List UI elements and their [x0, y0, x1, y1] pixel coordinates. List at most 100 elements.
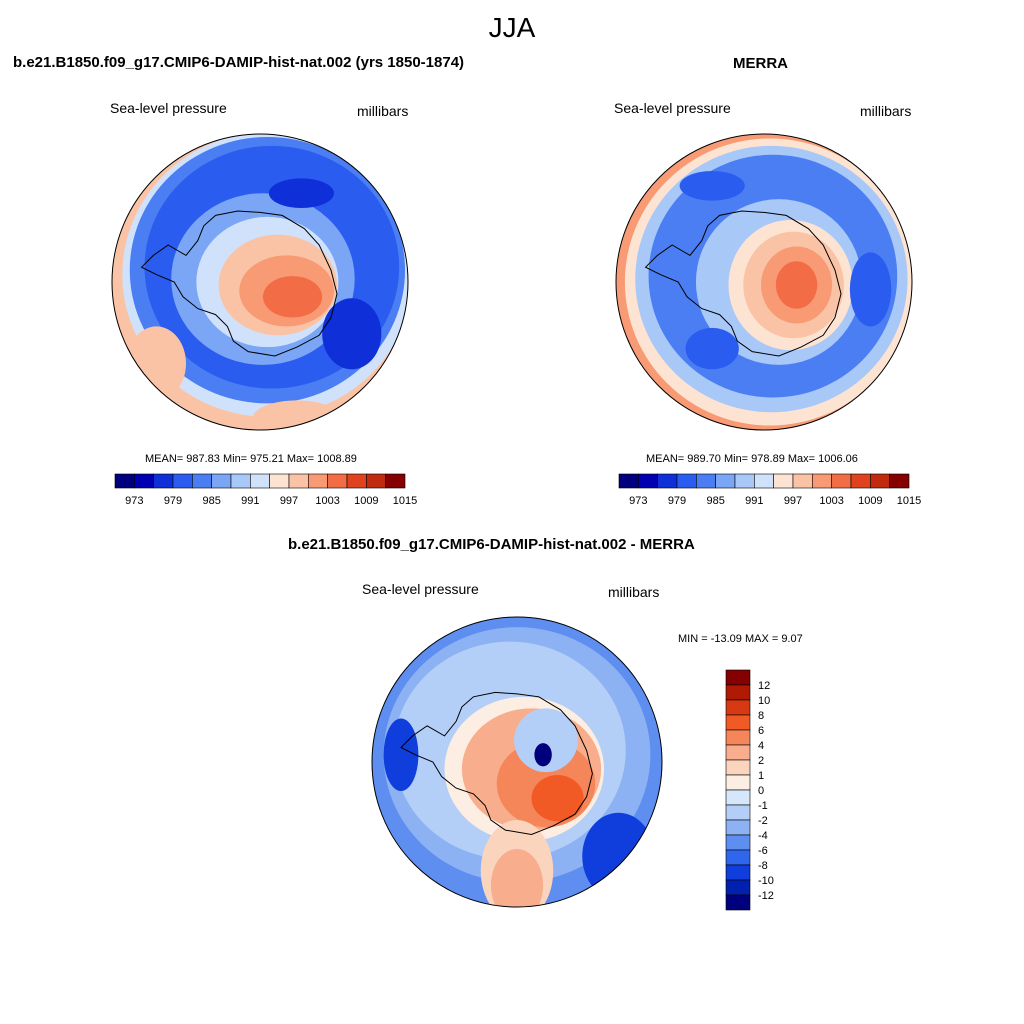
colorbar-tick-label: 997 — [784, 495, 802, 507]
panel3-title: b.e21.B1850.f09_g17.CMIP6-DAMIP-hist-nat… — [288, 536, 695, 553]
page-title: JJA — [488, 12, 536, 43]
colorbar-swatch — [366, 473, 386, 489]
colorbar-tick-label: 4 — [758, 740, 764, 752]
colorbar-tick-label: 1009 — [354, 495, 378, 507]
contour-spot-1-1 — [268, 178, 334, 208]
colorbar-swatch — [889, 473, 910, 489]
colorbar-tick-label: -6 — [758, 845, 768, 857]
colorbar-swatch — [657, 473, 678, 489]
contour-spot-3-1 — [490, 849, 544, 907]
colorbar-tick-label: 1003 — [315, 495, 339, 507]
colorbar-tick-label: 997 — [280, 495, 298, 507]
colorbar-swatch — [850, 473, 871, 489]
colorbar-tick-label: 979 — [668, 495, 686, 507]
colorbar-swatch — [211, 473, 232, 489]
panel1-variable-label: Sea-level pressure — [110, 100, 227, 116]
colorbar-swatch — [153, 473, 174, 489]
contour-fill-2-8 — [775, 261, 818, 309]
colorbar-tick-label: 10 — [758, 695, 770, 707]
contour-spot-3-3 — [534, 743, 552, 767]
colorbar-swatch — [327, 473, 348, 489]
colorbar-swatch — [114, 473, 135, 489]
panel3-stats: MIN = -13.09 MAX = 9.07 — [678, 633, 803, 645]
colorbar-tick-label: 991 — [241, 495, 259, 507]
colorbar-tick-label: 991 — [745, 495, 763, 507]
contour-spot-2-1 — [685, 327, 739, 370]
colorbar-swatch — [870, 473, 890, 489]
colorbar-tick-label: -12 — [758, 890, 774, 902]
colorbar-swatch — [725, 819, 751, 836]
map-panel-3 — [371, 616, 663, 908]
colorbar-swatch — [725, 789, 751, 806]
colorbar-tick-label: 2 — [758, 755, 764, 767]
panel3-units-label: millibars — [608, 584, 660, 600]
panel2-units-label: millibars — [860, 103, 912, 119]
colorbar-tick-label: 1015 — [393, 495, 417, 507]
colorbar-swatch — [812, 473, 832, 489]
colorbar-swatch — [134, 473, 154, 489]
panel3-variable-label: Sea-level pressure — [362, 581, 479, 597]
colorbar-swatch — [831, 473, 852, 489]
colorbar-swatch — [346, 473, 367, 489]
colorbar-swatch — [269, 473, 290, 489]
colorbar-tick-label: -2 — [758, 815, 768, 827]
contour-spot-1-3 — [126, 326, 186, 401]
colorbar-tick-label: 985 — [706, 495, 724, 507]
colorbar-tick-label: 985 — [202, 495, 220, 507]
contour-spot-3-2 — [514, 708, 578, 773]
colorbar-2: 973 979 985 991 997 1003 1009 1015 — [618, 473, 921, 507]
contour-spot-2-2 — [679, 171, 745, 201]
colorbar-swatch — [725, 714, 751, 731]
panel1-title: b.e21.B1850.f09_g17.CMIP6-DAMIP-hist-nat… — [13, 54, 465, 71]
map-panel-2 — [615, 133, 913, 431]
colorbar-swatch — [676, 473, 697, 489]
colorbar-tick-label: 1009 — [858, 495, 882, 507]
colorbar-swatch — [172, 473, 193, 489]
colorbar-swatch — [725, 684, 751, 701]
colorbar-swatch — [385, 473, 406, 489]
colorbar-tick-label: -1 — [758, 800, 768, 812]
colorbar-swatch — [725, 804, 751, 821]
panel1-units-label: millibars — [357, 103, 409, 119]
panel2-stats: MEAN= 989.70 Min= 978.89 Max= 1006.06 — [646, 453, 858, 465]
colorbar-swatch — [725, 864, 751, 881]
contour-spot-1-2 — [252, 400, 342, 430]
panel1-stats: MEAN= 987.83 Min= 975.21 Max= 1008.89 — [145, 453, 357, 465]
colorbar-swatch — [725, 849, 751, 866]
colorbar-swatch — [288, 473, 309, 489]
colorbar-tick-label: 979 — [164, 495, 182, 507]
colorbar-1: 973 979 985 991 997 1003 1009 1015 — [114, 473, 417, 507]
map-boundary-2 — [615, 133, 913, 431]
antarctica-coastline-3 — [400, 691, 593, 836]
colorbar-tick-label: 6 — [758, 725, 764, 737]
colorbar-swatch — [754, 473, 774, 489]
colorbar-tick-label: -4 — [758, 830, 768, 842]
contour-fill-1-8 — [262, 276, 323, 318]
colorbar-tick-label: 973 — [125, 495, 143, 507]
contour-spot-3-4 — [582, 812, 655, 900]
colorbar-swatch — [715, 473, 736, 489]
colorbar-tick-label: 1003 — [819, 495, 843, 507]
colorbar-swatch — [725, 834, 751, 851]
colorbar-tick-label: -10 — [758, 875, 774, 887]
colorbar-tick-label: 8 — [758, 710, 764, 722]
colorbar-swatch — [725, 669, 751, 686]
colorbar-tick-label: -8 — [758, 860, 768, 872]
colorbar-swatch — [230, 473, 251, 489]
map-panel-1 — [111, 133, 409, 431]
colorbar-swatch — [192, 473, 212, 489]
colorbar-swatch — [773, 473, 794, 489]
colorbar-swatch — [696, 473, 716, 489]
colorbar-swatch — [308, 473, 328, 489]
map-boundary-3 — [371, 616, 663, 908]
colorbar-swatch — [725, 879, 751, 896]
antarctica-coastline-1 — [140, 210, 338, 357]
colorbar-swatch — [725, 699, 751, 716]
contour-fill-3-6 — [531, 775, 584, 822]
contour-spot-3-5 — [383, 718, 419, 791]
colorbar-swatch — [734, 473, 755, 489]
colorbar-swatch — [638, 473, 658, 489]
colorbar-swatch — [725, 729, 751, 746]
colorbar-tick-label: 0 — [758, 785, 764, 797]
